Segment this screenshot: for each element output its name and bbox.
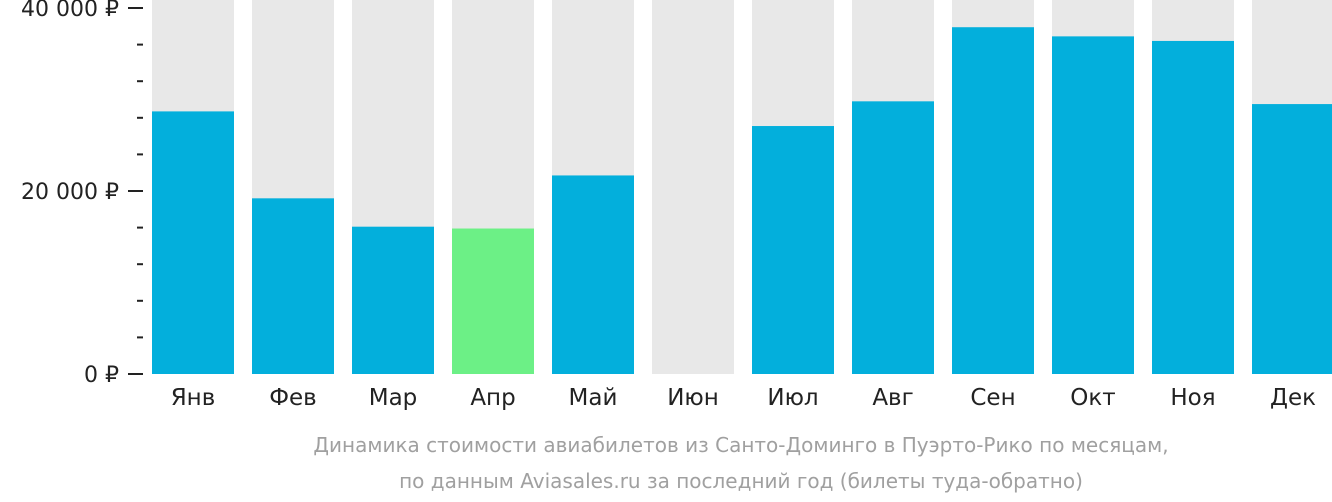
bar-1 [152, 111, 234, 375]
bar-7 [752, 126, 834, 374]
y-tick-label-1: 40 000 ₽ [21, 0, 119, 22]
x-tick-label-9: Сен [970, 385, 1015, 411]
x-tick-label-5: Май [569, 385, 618, 411]
x-axis: Янв Фев Мар Апр Май Июн Июл Авг Сен Окт Ноя Дек [171, 385, 1316, 411]
x-tick-label-12: Дек [1270, 385, 1316, 411]
bar-4 [452, 228, 534, 374]
x-tick-label-3: Мар [369, 385, 418, 411]
x-tick-label-11: Ноя [1170, 385, 1215, 411]
x-tick-label-1: Янв [171, 385, 216, 411]
chart-caption: Динамика стоимости авиабилетов из Санто-… [313, 433, 1168, 493]
bar-2 [252, 198, 334, 374]
bar-background-6 [652, 0, 734, 374]
x-tick-label-8: Авг [872, 385, 913, 411]
bar-8 [852, 101, 934, 374]
caption-line-1: Динамика стоимости авиабилетов из Санто-… [313, 433, 1168, 457]
bar-5 [552, 175, 634, 374]
bar-11 [1152, 40, 1234, 374]
x-tick-label-4: Апр [470, 385, 515, 411]
y-tick-label-2: 20 000 ₽ [21, 180, 119, 205]
y-axis: 40 000 ₽ 20 000 ₽ 0 ₽ [21, 0, 143, 388]
bar-10 [1052, 36, 1134, 375]
x-tick-label-10: Окт [1070, 385, 1115, 411]
bar-9 [952, 27, 1034, 375]
x-tick-label-2: Фев [269, 385, 317, 411]
x-tick-label-7: Июл [767, 385, 818, 411]
bar-3 [352, 226, 434, 374]
bar-12 [1252, 104, 1332, 374]
x-tick-label-6: Июн [667, 385, 719, 411]
caption-line-2: по данным Aviasales.ru за последний год … [399, 469, 1083, 493]
y-tick-label-3: 0 ₽ [84, 363, 119, 388]
data-bars [152, 27, 1332, 375]
